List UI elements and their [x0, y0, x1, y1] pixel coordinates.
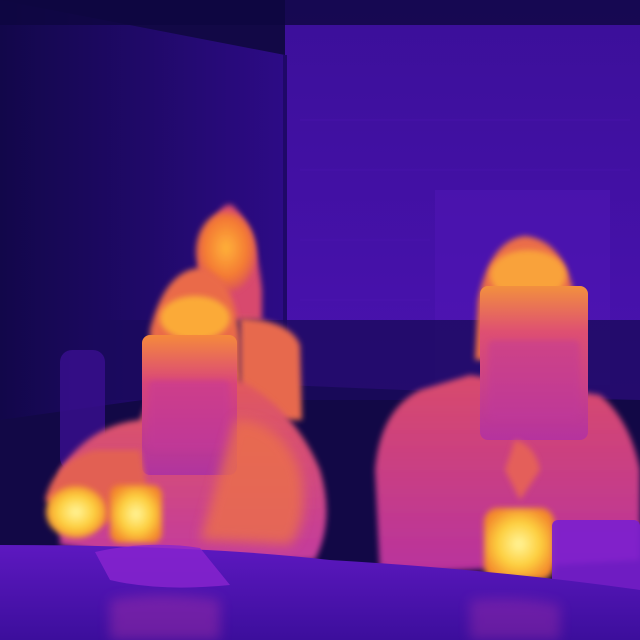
back-person-face — [196, 212, 256, 292]
table-reflection-right — [470, 598, 560, 640]
right-person-sheet-shade — [488, 340, 580, 420]
right-person-neck — [505, 440, 540, 500]
table-reflection-left — [110, 595, 220, 640]
left-person-forehead — [160, 296, 230, 340]
left-person-sheet-shade — [148, 380, 230, 450]
left-person-left-hand — [46, 486, 106, 538]
right-person-hand — [484, 508, 554, 580]
paper-on-table — [95, 544, 230, 588]
left-person-arm — [200, 420, 304, 545]
wall-texture — [300, 119, 630, 301]
left-person-right-hand — [110, 485, 162, 543]
person-right — [375, 236, 640, 602]
person-front-left — [45, 268, 327, 565]
ceiling-shadow — [0, 0, 640, 25]
